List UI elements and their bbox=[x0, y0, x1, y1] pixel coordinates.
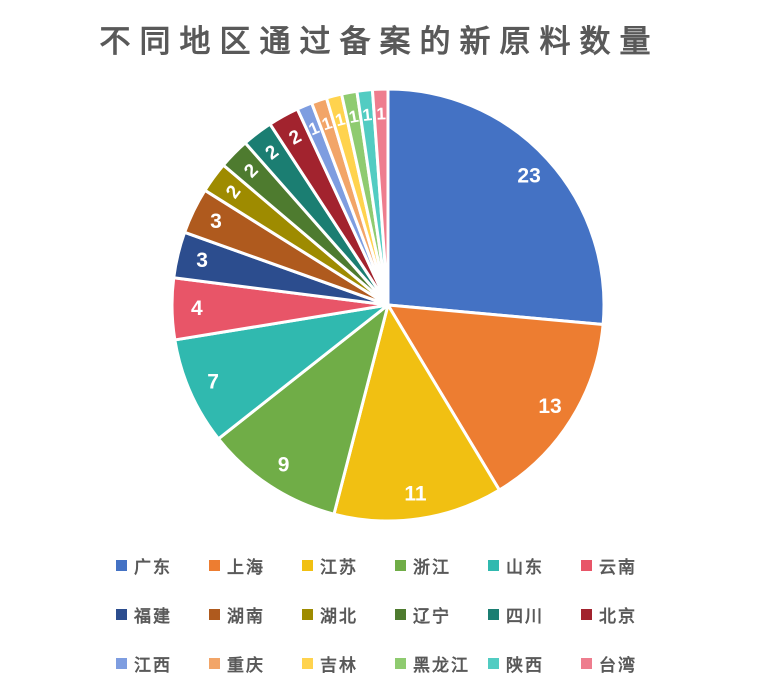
legend-item-四川[interactable]: 四川 bbox=[488, 602, 581, 627]
legend-item-重庆[interactable]: 重庆 bbox=[209, 651, 302, 676]
pie-slice-广东[interactable] bbox=[386, 87, 606, 326]
legend-label: 台湾 bbox=[599, 656, 637, 675]
legend-swatch bbox=[581, 658, 592, 669]
legend-label: 广东 bbox=[134, 558, 172, 577]
legend-item-江西[interactable]: 江西 bbox=[116, 651, 209, 676]
legend-swatch bbox=[395, 609, 406, 620]
legend-swatch bbox=[488, 560, 499, 571]
legend-item-辽宁[interactable]: 辽宁 bbox=[395, 602, 488, 627]
legend-swatch bbox=[116, 609, 127, 620]
legend-label: 陕西 bbox=[506, 656, 544, 675]
legend-swatch bbox=[302, 658, 313, 669]
legend-label: 吉林 bbox=[320, 656, 358, 675]
slice-value-label: 1 bbox=[333, 110, 347, 131]
legend-item-陕西[interactable]: 陕西 bbox=[488, 651, 581, 676]
legend-label: 湖南 bbox=[227, 607, 265, 626]
slice-value-label: 3 bbox=[210, 210, 222, 233]
legend-item-湖南[interactable]: 湖南 bbox=[209, 602, 302, 627]
legend-label: 江西 bbox=[134, 656, 172, 675]
legend-label: 黑龙江 bbox=[413, 656, 470, 675]
legend-item-广东[interactable]: 广东 bbox=[116, 553, 209, 578]
slice-value-label: 4 bbox=[191, 297, 203, 320]
legend-swatch bbox=[395, 658, 406, 669]
legend-item-浙江[interactable]: 浙江 bbox=[395, 553, 488, 578]
slice-value-label: 1 bbox=[376, 104, 386, 123]
legend-label: 云南 bbox=[599, 558, 637, 577]
legend-item-云南[interactable]: 云南 bbox=[581, 553, 674, 578]
pie-slice-上海[interactable] bbox=[386, 303, 605, 492]
chart-title: 不同地区通过备案的新原料数量 bbox=[99, 24, 660, 59]
pie-slice-台湾[interactable] bbox=[370, 87, 390, 307]
legend-item-江苏[interactable]: 江苏 bbox=[302, 553, 395, 578]
legend-label: 重庆 bbox=[227, 656, 265, 675]
legend-label: 山东 bbox=[506, 558, 544, 577]
legend: 广东 上海 江苏 浙江 山东 云南福建 湖南 湖北 辽宁 四川 北京江西 重庆 吉林 黑龙江 陕西 台湾 bbox=[116, 553, 674, 676]
legend-item-山东[interactable]: 山东 bbox=[488, 553, 581, 578]
legend-swatch bbox=[488, 658, 499, 669]
slice-value-label: 3 bbox=[196, 249, 208, 272]
legend-swatch bbox=[209, 658, 220, 669]
legend-label: 上海 bbox=[227, 558, 265, 577]
legend-label: 北京 bbox=[599, 607, 637, 626]
legend-swatch bbox=[116, 560, 127, 571]
legend-item-台湾[interactable]: 台湾 bbox=[581, 651, 674, 676]
legend-item-上海[interactable]: 上海 bbox=[209, 553, 302, 578]
legend-swatch bbox=[116, 658, 127, 669]
legend-label: 湖北 bbox=[320, 607, 358, 626]
slice-value-label: 11 bbox=[404, 483, 427, 506]
slice-value-label: 7 bbox=[207, 371, 219, 394]
legend-swatch bbox=[209, 560, 220, 571]
legend-swatch bbox=[302, 609, 313, 620]
legend-item-福建[interactable]: 福建 bbox=[116, 602, 209, 627]
legend-swatch bbox=[209, 609, 220, 620]
legend-swatch bbox=[395, 560, 406, 571]
legend-swatch bbox=[488, 609, 499, 620]
legend-swatch bbox=[581, 560, 592, 571]
legend-item-北京[interactable]: 北京 bbox=[581, 602, 674, 627]
legend-label: 福建 bbox=[134, 607, 172, 626]
legend-item-湖北[interactable]: 湖北 bbox=[302, 602, 395, 627]
legend-label: 四川 bbox=[506, 607, 544, 626]
legend-label: 浙江 bbox=[413, 558, 451, 577]
slice-value-label: 9 bbox=[278, 454, 290, 477]
legend-label: 江苏 bbox=[320, 558, 358, 577]
pie-slice-浙江[interactable] bbox=[216, 303, 390, 516]
legend-label: 辽宁 bbox=[413, 607, 451, 626]
slice-value-label: 1 bbox=[347, 107, 360, 127]
legend-swatch bbox=[581, 609, 592, 620]
slice-value-label: 1 bbox=[362, 105, 373, 125]
slice-value-label: 23 bbox=[517, 165, 540, 188]
legend-swatch bbox=[302, 560, 313, 571]
slice-value-label: 13 bbox=[538, 395, 561, 418]
pie-slice-山东[interactable] bbox=[173, 303, 390, 441]
legend-item-吉林[interactable]: 吉林 bbox=[302, 651, 395, 676]
legend-item-黑龙江[interactable]: 黑龙江 bbox=[395, 651, 488, 676]
